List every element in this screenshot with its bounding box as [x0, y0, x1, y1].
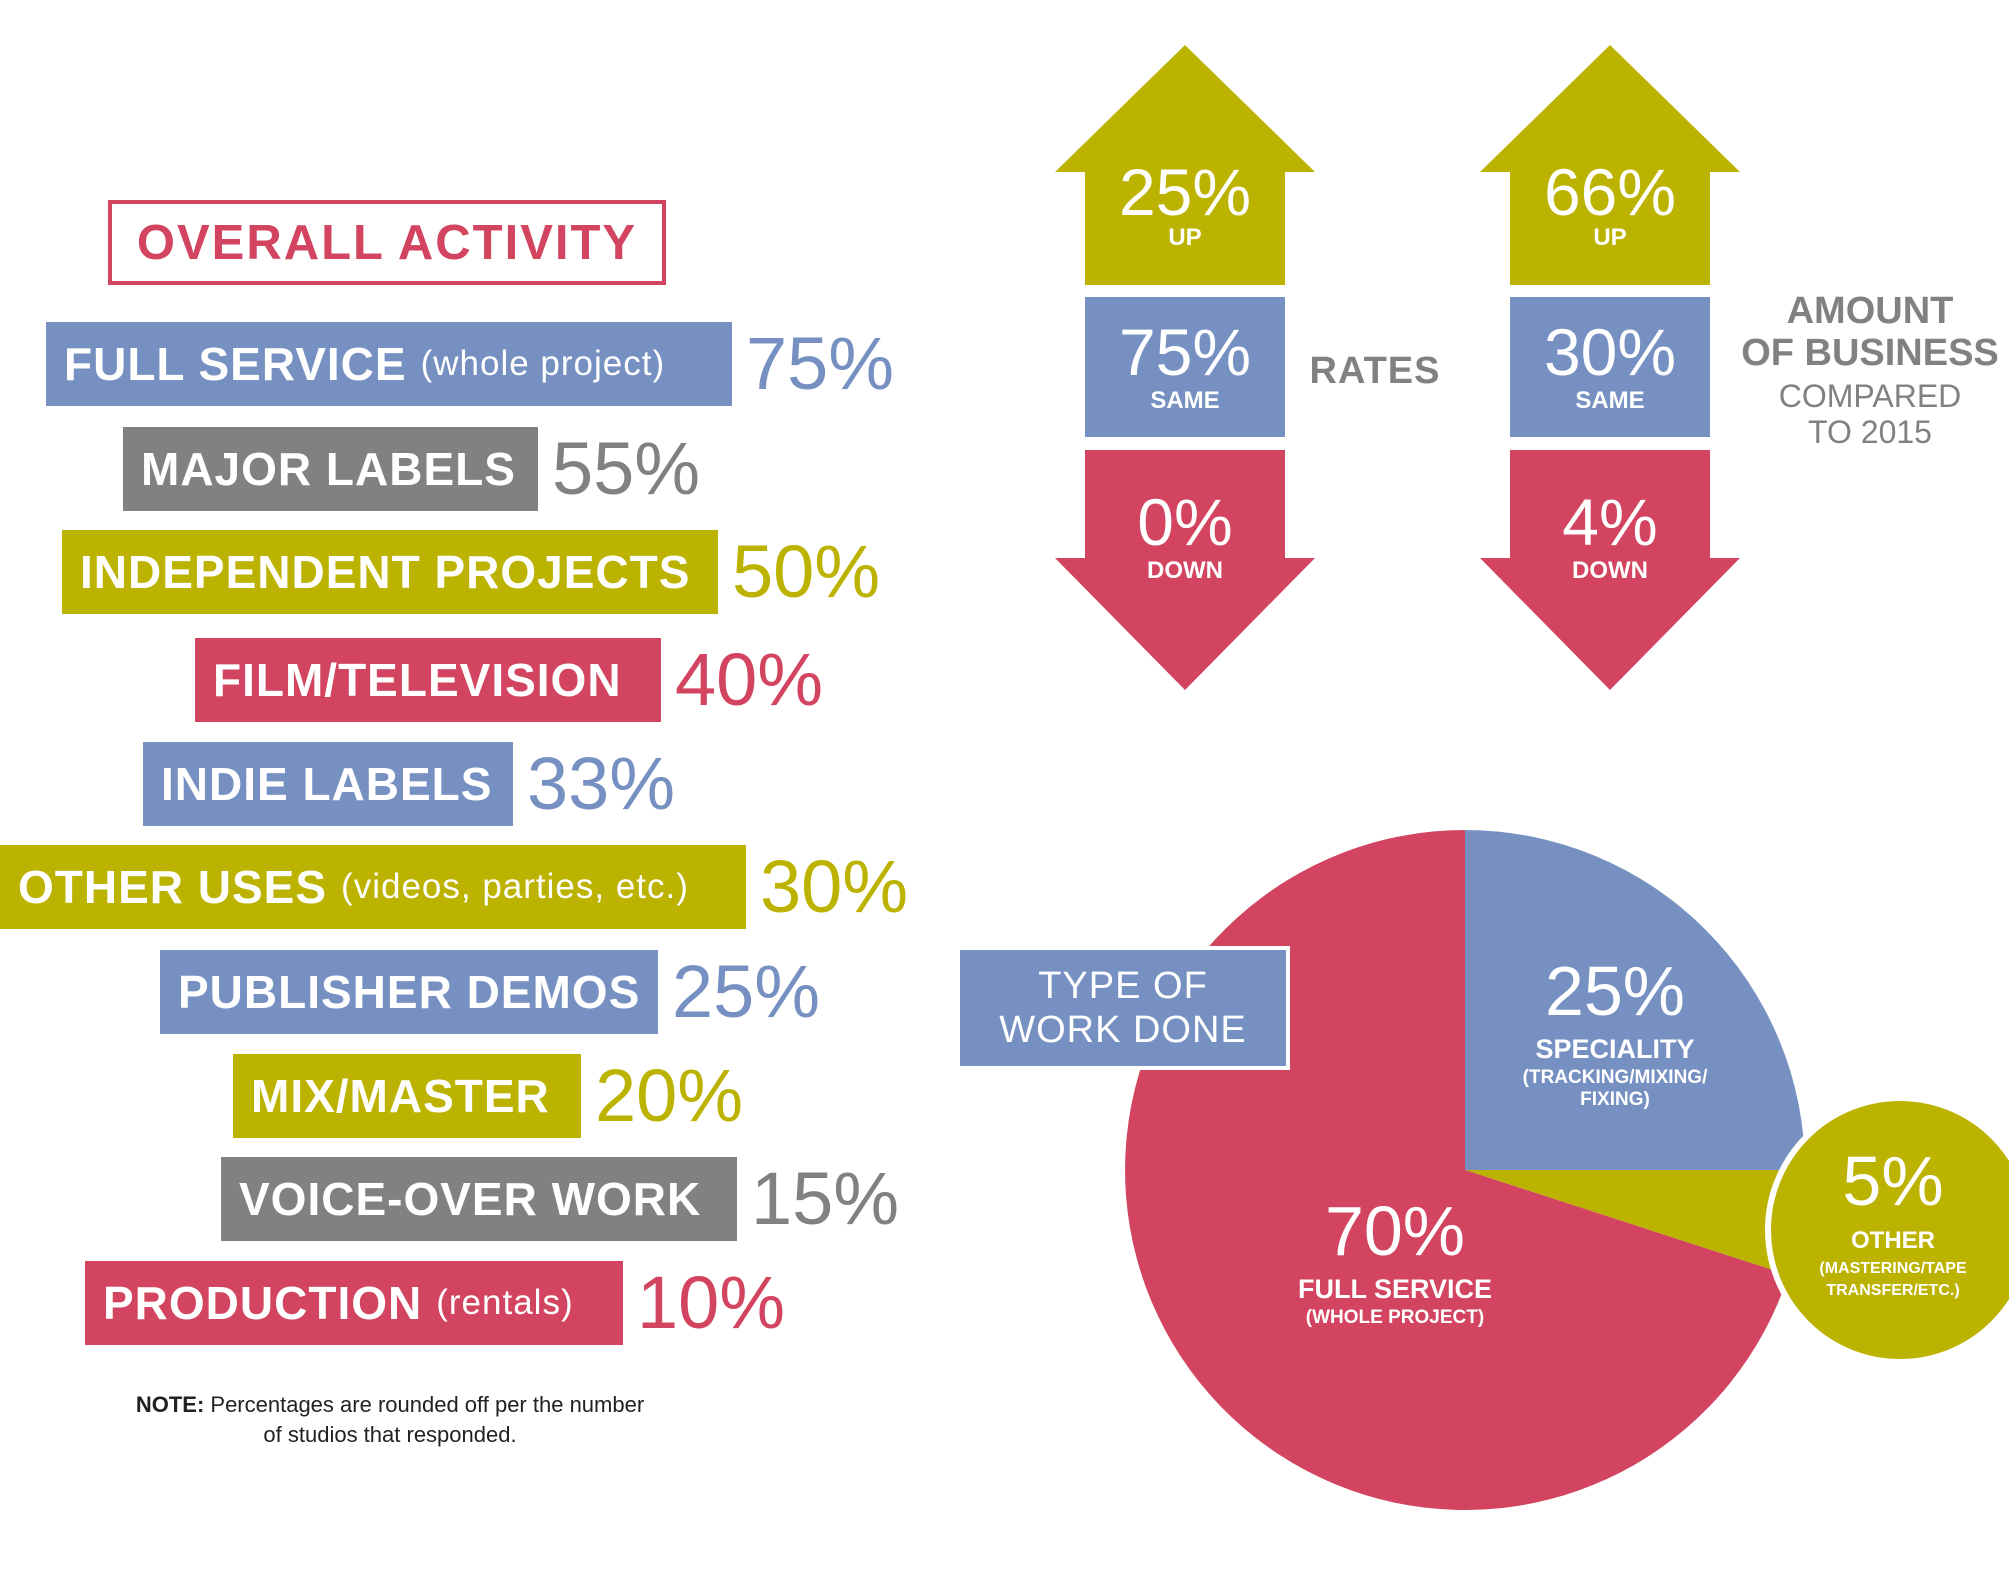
business-same-box — [1510, 297, 1710, 437]
overall-activity-title: OVERALL ACTIVITY — [108, 200, 666, 285]
activity-bar-label: MIX/MASTER — [251, 1070, 550, 1122]
pie-slice-callout — [1765, 1095, 2009, 1365]
business-down-label: DOWN — [1572, 557, 1648, 584]
rates-down-value: 0% — [1137, 485, 1232, 559]
activity-bar-row: FILM/TELEVISION 40% — [195, 638, 823, 722]
activity-bar-row: FULL SERVICE (whole project) 75% — [46, 322, 894, 406]
activity-bar-value: 75% — [746, 322, 895, 405]
rates-arrow-chart: 25% UP 75% SAME 0% DOWN — [1055, 45, 1315, 690]
activity-bar-label: OTHER USES — [18, 861, 328, 913]
pie-slice — [1465, 830, 1805, 1170]
pie-label: OTHER — [1851, 1227, 1935, 1254]
pie-label: 25% — [1545, 952, 1685, 1030]
activity-bar-value: 33% — [527, 742, 676, 825]
business-label-line-1: AMOUNT — [1786, 290, 1954, 332]
rates-label: RATES — [1309, 350, 1441, 392]
activity-bar: PRODUCTION (rentals) — [85, 1261, 623, 1345]
pie-label: FIXING) — [1580, 1089, 1650, 1110]
activity-bar: FILM/TELEVISION — [195, 638, 661, 722]
rates-down-label: DOWN — [1147, 557, 1223, 584]
rates-same-value: 75% — [1119, 315, 1251, 389]
activity-bar-value: 55% — [552, 427, 701, 510]
business-compared-line-1: COMPARED — [1778, 378, 1962, 414]
business-down-value: 4% — [1562, 485, 1657, 559]
activity-bar-row: OTHER USES (videos, parties, etc.) 30% — [0, 845, 908, 929]
activity-bar-row: VOICE-OVER WORK 15% — [221, 1157, 899, 1241]
business-same-label: SAME — [1575, 387, 1644, 414]
rates-up-value: 25% — [1119, 155, 1251, 229]
pie-label: (MASTERING/TAPE — [1819, 1260, 1967, 1277]
activity-bar-sublabel: (rentals) — [436, 1283, 574, 1322]
pie-slice — [1125, 830, 1789, 1511]
activity-bar-value: 40% — [675, 638, 824, 721]
activity-bar-row: PUBLISHER DEMOS 25% — [160, 950, 820, 1034]
activity-bar: INDIE LABELS — [143, 742, 513, 826]
rates-up-arrow — [1055, 45, 1315, 285]
business-up-arrow — [1480, 45, 1740, 285]
activity-bar-row: INDIE LABELS 33% — [143, 742, 675, 826]
business-arrow-chart: 66% UP 30% SAME 4% DOWN — [1480, 45, 1740, 690]
activity-bar: PUBLISHER DEMOS — [160, 950, 658, 1034]
rates-same-label: SAME — [1150, 387, 1219, 414]
activity-bar: MAJOR LABELS — [123, 427, 538, 511]
business-compared-line-2: TO 2015 — [1808, 414, 1932, 450]
type-of-work-pie-chart: 25% SPECIALITY (TRACKING/MIXING/FIXING) 5% O… — [1125, 830, 2009, 1511]
business-up-label: UP — [1593, 224, 1626, 251]
pie-label: SPECIALITY — [1535, 1034, 1694, 1064]
type-of-work-line-1: TYPE OF — [1038, 965, 1208, 1007]
activity-bar-row: INDEPENDENT PROJECTS 50% — [62, 530, 880, 614]
type-of-work-label: TYPE OF WORK DONE — [960, 950, 1286, 1066]
pie-slice — [1465, 1170, 1806, 1276]
activity-bar-row: PRODUCTION (rentals) 10% — [85, 1261, 785, 1345]
activity-bar: VOICE-OVER WORK — [221, 1157, 737, 1241]
business-label-line-2: OF BUSINESS — [1741, 332, 1999, 374]
pie-label: FULL SERVICE — [1298, 1274, 1492, 1304]
activity-bar-label: MAJOR LABELS — [141, 443, 516, 495]
activity-bar-label: INDIE LABELS — [161, 758, 493, 810]
pie-label: (TRACKING/MIXING/ — [1523, 1067, 1708, 1088]
activity-bar-value: 25% — [672, 950, 821, 1033]
activity-bar-sublabel: (whole project) — [420, 344, 666, 383]
activity-bar-value: 50% — [732, 530, 881, 613]
activity-bar: MIX/MASTER — [233, 1054, 581, 1138]
activity-bar-label: VOICE-OVER WORK — [239, 1173, 702, 1225]
pie-label: (WHOLE PROJECT) — [1306, 1307, 1484, 1328]
activity-bar: INDEPENDENT PROJECTS — [62, 530, 718, 614]
rates-same-box — [1085, 297, 1285, 437]
business-same-value: 30% — [1544, 315, 1676, 389]
activity-bar-label: FULL SERVICE — [64, 338, 407, 390]
activity-bar-label: PRODUCTION — [103, 1277, 423, 1329]
note-text: NOTE: Percentages are rounded off per th… — [60, 1390, 720, 1450]
pie-label: 70% — [1325, 1192, 1465, 1270]
pie-label: TRANSFER/ETC.) — [1826, 1282, 1959, 1299]
activity-bar-row: MIX/MASTER 20% — [233, 1054, 743, 1138]
activity-bar-value: 30% — [760, 845, 909, 928]
activity-bar-sublabel: (videos, parties, etc.) — [341, 867, 689, 906]
pie-label: 5% — [1842, 1142, 1943, 1220]
activity-bar-value: 15% — [751, 1157, 900, 1240]
activity-bar-label: FILM/TELEVISION — [213, 654, 622, 706]
business-down-arrow — [1480, 450, 1740, 690]
business-up-value: 66% — [1544, 155, 1676, 229]
rates-down-arrow — [1055, 450, 1315, 690]
activity-bar-value: 10% — [637, 1261, 786, 1344]
activity-bar: FULL SERVICE (whole project) — [46, 322, 732, 406]
type-of-work-line-2: WORK DONE — [999, 1009, 1247, 1051]
activity-bar-row: MAJOR LABELS 55% — [123, 427, 700, 511]
rates-up-label: UP — [1168, 224, 1201, 251]
activity-bar-label: PUBLISHER DEMOS — [178, 966, 641, 1018]
business-label: AMOUNT OF BUSINESS COMPARED TO 2015 — [1720, 290, 2009, 450]
activity-bar-label: INDEPENDENT PROJECTS — [80, 546, 691, 598]
note-line-1: Percentages are rounded off per the numb… — [204, 1392, 645, 1417]
activity-bar: OTHER USES (videos, parties, etc.) — [0, 845, 746, 929]
activity-bar-value: 20% — [595, 1054, 744, 1137]
note-label: NOTE: — [135, 1392, 205, 1417]
note-line-2: of studios that responded. — [263, 1422, 517, 1447]
